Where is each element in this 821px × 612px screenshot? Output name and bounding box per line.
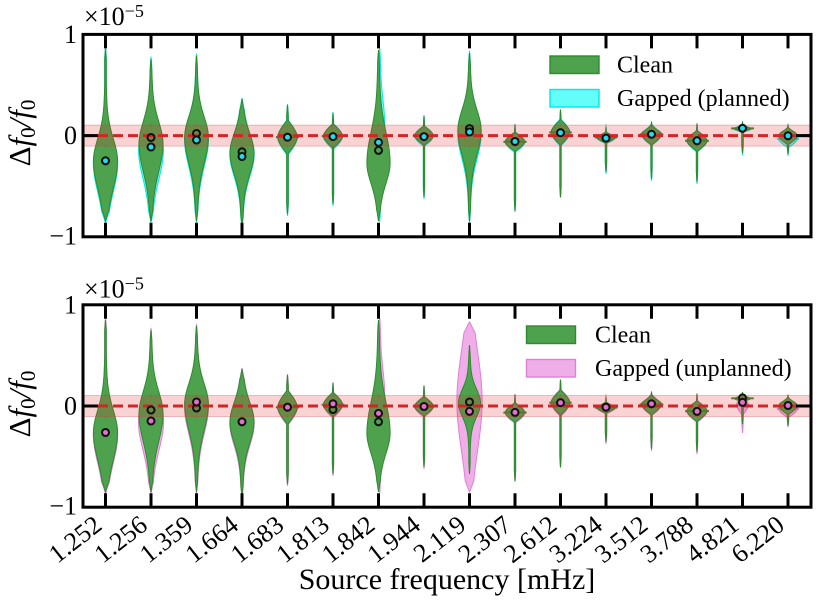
svg-text:1: 1 — [64, 20, 77, 49]
svg-text:Clean: Clean — [617, 53, 673, 79]
svg-text:−1: −1 — [49, 221, 77, 250]
svg-text:0: 0 — [64, 121, 77, 150]
svg-text:Source frequency [mHz]: Source frequency [mHz] — [299, 563, 596, 596]
svg-text:0: 0 — [64, 392, 77, 421]
svg-text:−1: −1 — [49, 492, 77, 521]
svg-text:Gapped (unplanned): Gapped (unplanned) — [595, 356, 792, 382]
svg-text:Clean: Clean — [595, 323, 651, 349]
svg-text:1: 1 — [64, 290, 77, 319]
svg-text:Gapped (planned): Gapped (planned) — [617, 86, 790, 112]
